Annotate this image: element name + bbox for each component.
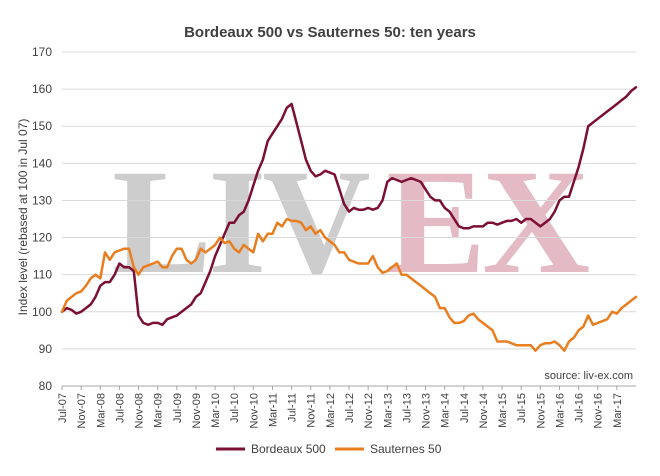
x-tick-label: Mar-17 bbox=[612, 393, 624, 428]
x-tick-label: Jul-15 bbox=[516, 393, 528, 423]
x-tick-label: Mar-08 bbox=[95, 393, 107, 428]
x-tick-label: Nov-14 bbox=[478, 393, 490, 428]
y-tick-label: 160 bbox=[32, 82, 52, 96]
y-axis-ticks: 80 90 100 110 120 130 140 150 160 170 bbox=[32, 45, 52, 393]
x-axis-ticks: Jul-07 Nov-07 Mar-08 Jul-08 Nov-08 Mar-09 Jul-… bbox=[57, 386, 624, 428]
legend-label-sauternes: Sauternes 50 bbox=[370, 442, 442, 456]
x-tick-label: Nov-11 bbox=[306, 393, 318, 428]
x-tick-label: Mar-12 bbox=[325, 393, 337, 428]
x-tick-label: Jul-13 bbox=[401, 393, 413, 423]
y-tick-label: 110 bbox=[33, 268, 52, 282]
legend-label-bordeaux: Bordeaux 500 bbox=[251, 442, 326, 456]
x-tick-label: Mar-10 bbox=[210, 393, 222, 428]
y-tick-label: 120 bbox=[32, 231, 52, 245]
y-tick-label: 100 bbox=[32, 305, 52, 319]
legend: Bordeaux 500 Sauternes 50 bbox=[216, 442, 442, 456]
x-tick-label: Nov-08 bbox=[134, 393, 146, 428]
chart-title: Bordeaux 500 vs Sauternes 50: ten years bbox=[184, 24, 476, 41]
x-tick-label: Nov-09 bbox=[191, 393, 203, 428]
x-tick-label: Jul-07 bbox=[57, 393, 69, 423]
series-line-sauternes-50 bbox=[60, 217, 638, 352]
x-tick-label: Jul-16 bbox=[574, 393, 586, 423]
x-tick-label: Mar-11 bbox=[267, 393, 279, 427]
y-tick-label: 140 bbox=[32, 156, 52, 170]
y-tick-label: 150 bbox=[32, 119, 52, 133]
y-tick-label: 90 bbox=[39, 342, 53, 356]
x-tick-label: Mar-16 bbox=[554, 393, 566, 428]
x-tick-label: Nov-16 bbox=[593, 393, 605, 428]
x-tick-label: Jul-11 bbox=[287, 393, 299, 422]
gridlines bbox=[62, 51, 636, 350]
x-tick-label: Mar-13 bbox=[382, 393, 394, 428]
x-tick-label: Nov-15 bbox=[535, 393, 547, 428]
x-tick-label: Mar-15 bbox=[497, 393, 509, 428]
series-line-bordeaux-500 bbox=[60, 86, 638, 327]
series-layer bbox=[60, 86, 638, 352]
x-tick-label: Mar-09 bbox=[153, 393, 165, 428]
watermark-liv: LIV bbox=[112, 139, 369, 305]
watermark-logo: LIV EX bbox=[112, 139, 593, 305]
x-tick-label: Nov-12 bbox=[363, 393, 375, 428]
x-tick-label: Jul-14 bbox=[459, 393, 471, 423]
x-tick-label: Jul-08 bbox=[114, 393, 126, 423]
y-axis-label: Index level (rebased at 100 in Jul 07) bbox=[16, 119, 30, 316]
x-tick-label: Nov-10 bbox=[248, 393, 260, 428]
x-tick-label: Jul-12 bbox=[344, 393, 356, 423]
y-tick-label: 80 bbox=[39, 379, 53, 393]
x-tick-label: Mar-14 bbox=[440, 393, 452, 428]
source-note: source: liv-ex.com bbox=[544, 370, 633, 382]
y-tick-label: 170 bbox=[32, 45, 52, 59]
x-tick-label: Jul-09 bbox=[172, 393, 184, 423]
x-tick-label: Nov-07 bbox=[76, 393, 88, 428]
y-tick-label: 130 bbox=[32, 193, 52, 207]
x-tick-label: Nov-13 bbox=[421, 393, 433, 428]
x-tick-label: Jul-10 bbox=[229, 393, 241, 423]
